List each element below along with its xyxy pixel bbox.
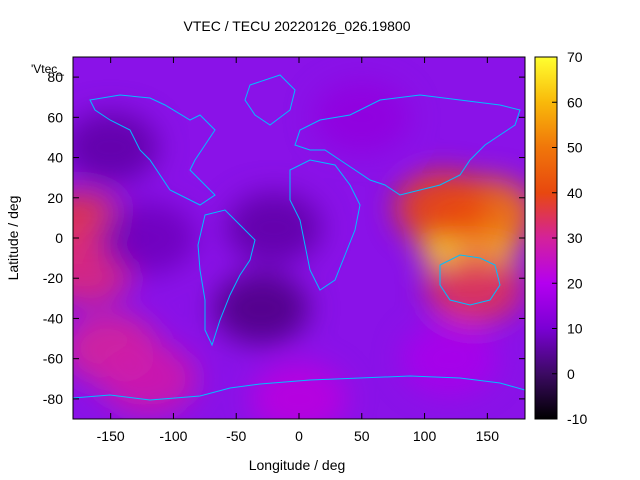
x-axis-label: Longitude / deg (249, 457, 346, 473)
coastlines (73, 74, 525, 401)
x-tick-label: -100 (159, 428, 187, 444)
colorbar-tick-label: 0 (567, 366, 575, 382)
y-tick-label: 40 (47, 150, 63, 166)
y-tick-label: -80 (43, 391, 63, 407)
x-tick-label: 150 (476, 428, 500, 444)
x-tick-label: 50 (354, 428, 370, 444)
x-axis-ticks: -150 -100 -50 0 50 100 150 (97, 57, 500, 444)
heat-region (213, 272, 310, 345)
coast-greenland (244, 74, 296, 126)
colorbar: -10 0 10 20 30 40 50 60 70 (534, 49, 587, 427)
heat-region (73, 111, 159, 184)
series-label: 'Vtec_ (31, 62, 64, 76)
coast-south-america (197, 209, 256, 347)
heat-region (225, 191, 322, 264)
x-tick-label: 100 (413, 428, 437, 444)
coast-antarctica (73, 375, 525, 401)
colorbar-tick-label: 30 (567, 230, 583, 246)
y-tick-label: -40 (43, 310, 63, 326)
heat-region (426, 252, 523, 325)
heat-region (251, 362, 347, 419)
y-tick-label: 60 (47, 109, 63, 125)
colorbar-tick-label: 20 (567, 275, 583, 291)
y-tick-label: -20 (43, 270, 63, 286)
heat-region (395, 171, 492, 244)
y-axis-ticks: -80 -60 -40 -20 0 20 40 60 80 (43, 69, 525, 407)
heat-region (100, 202, 197, 274)
colorbar-tick-label: 40 (567, 185, 583, 201)
colorbar-ticks: -10 0 10 20 30 40 50 60 70 (552, 49, 587, 427)
y-tick-label: -60 (43, 351, 63, 367)
y-tick-label: 80 (47, 69, 63, 85)
y-axis-label: Latitude / deg (5, 196, 21, 281)
x-tick-label: -50 (226, 428, 246, 444)
y-tick-label: 20 (47, 190, 63, 206)
x-tick-label: -150 (97, 428, 125, 444)
heat-region (401, 322, 498, 395)
x-tick-label: 0 (295, 428, 303, 444)
chart-title: VTEC / TECU 20220126_026.19800 (183, 18, 410, 34)
heat-blobs (73, 81, 525, 419)
coast-africa (289, 159, 361, 291)
plot-area (73, 57, 525, 419)
colorbar-tick-label: 70 (567, 49, 583, 65)
colorbar-tick-label: 60 (567, 94, 583, 110)
y-tick-label: 0 (55, 230, 63, 246)
coast-europe-asia (294, 94, 521, 196)
coast-north-america (89, 94, 216, 206)
colorbar-tick-label: 10 (567, 321, 583, 337)
coast-australia (439, 254, 501, 306)
colorbar-tick-label: 50 (567, 140, 583, 156)
heat-region (313, 81, 410, 154)
colorbar-tick-label: -10 (567, 411, 587, 427)
heat-region (100, 342, 197, 415)
